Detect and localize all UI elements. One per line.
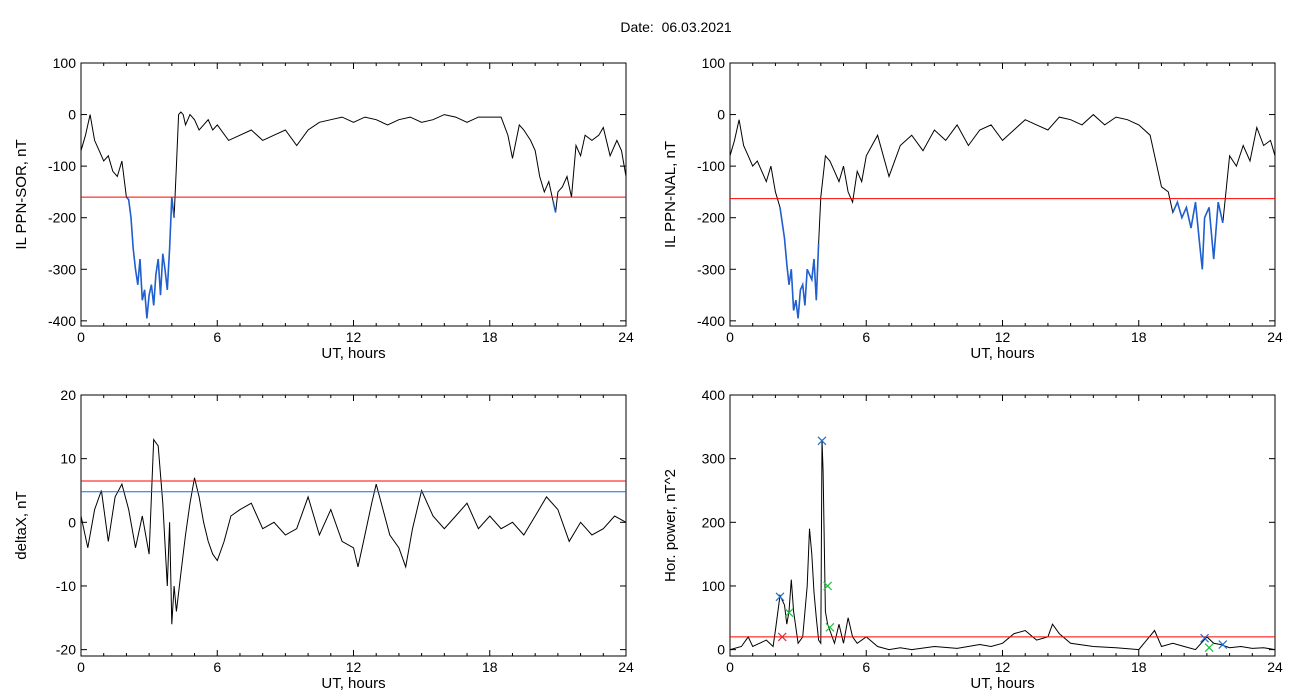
marker-green (784, 608, 794, 618)
plot-area (730, 436, 1275, 653)
plot-frame (729, 394, 1276, 657)
marker-stroke (825, 622, 835, 632)
plot-area (730, 113, 1275, 319)
x-tick-label: 12 (346, 659, 362, 675)
x-tick-label: 12 (346, 329, 362, 345)
date-label: Date: (620, 19, 654, 35)
x-tick-label: 6 (862, 329, 870, 345)
marker-blue (1200, 633, 1210, 643)
chart-hor-power: 0 6 12 18 24 400 300 200 100 0 UT, hours Hor. power… (662, 387, 1283, 692)
y-axis-label: deltaX, nT (13, 491, 30, 559)
marker-stroke (1200, 633, 1210, 643)
x-tick-label: 24 (1267, 329, 1283, 345)
date-value: 06.03.2021 (661, 19, 732, 35)
x-axis-label: UT, hours (970, 345, 1034, 362)
marker-stroke (823, 581, 833, 591)
x-tick-label: 18 (1131, 659, 1147, 675)
highlight-segment (1172, 199, 1224, 270)
y-tick-label: -300 (697, 261, 725, 277)
y-tick-label: -400 (48, 313, 76, 329)
chart-ppn-sor: 0 6 12 18 24 100 0 -100 -200 -300 -400 UT, hours IL … (13, 55, 634, 362)
y-axis-label: IL PPN-SOR, nT (13, 139, 30, 249)
chart-ppn-nal: 0 6 12 18 24 100 0 -100 -200 -300 -400 UT, hours IL … (662, 55, 1283, 362)
marker-stroke (1218, 640, 1228, 649)
plot-area (81, 111, 626, 319)
marker-stroke (1204, 643, 1214, 653)
y-tick-label: 100 (702, 55, 726, 71)
series-line (730, 439, 1275, 651)
series-line (81, 111, 626, 319)
highlight-segment (779, 207, 820, 319)
x-tick-label: 24 (618, 329, 634, 345)
x-tick-label: 6 (862, 659, 870, 675)
marker-blue (817, 436, 827, 446)
x-tick-label: 0 (726, 659, 734, 675)
y-tick-label: 200 (702, 514, 726, 530)
x-tick-label: 24 (618, 659, 634, 675)
plot-area (81, 438, 626, 625)
y-tick-label: -300 (48, 261, 76, 277)
y-tick-label: 400 (702, 387, 726, 403)
x-tick-label: 0 (726, 329, 734, 345)
y-tick-label: 0 (717, 107, 725, 123)
x-axis-label: UT, hours (321, 675, 385, 692)
y-axis-label: Hor. power, nT^2 (662, 469, 679, 582)
marker-red (777, 632, 787, 642)
x-tick-label: 6 (213, 659, 221, 675)
x-tick-label: 12 (995, 659, 1011, 675)
marker-blue (775, 592, 785, 602)
x-tick-label: 24 (1267, 659, 1283, 675)
x-axis-label: UT, hours (321, 345, 385, 362)
marker-stroke (777, 632, 787, 642)
marker-green (823, 581, 833, 591)
y-tick-label: -400 (697, 313, 725, 329)
y-tick-label: 0 (68, 107, 76, 123)
x-tick-label: 18 (482, 329, 498, 345)
highlight-segment (552, 202, 557, 213)
x-tick-label: 18 (1131, 329, 1147, 345)
x-axis-label: UT, hours (970, 675, 1034, 692)
highlight-segment (125, 196, 175, 319)
y-tick-label: 300 (702, 451, 726, 467)
y-tick-label: -100 (697, 158, 725, 174)
marker-green (1204, 643, 1214, 653)
y-tick-label: 100 (53, 55, 77, 71)
y-tick-label: -10 (56, 578, 76, 594)
plot-frame (80, 394, 627, 657)
x-tick-label: 0 (77, 659, 85, 675)
marker-blue (1218, 640, 1228, 649)
marker-green (825, 622, 835, 632)
plot-frame (80, 62, 627, 327)
x-tick-label: 6 (213, 329, 221, 345)
x-tick-label: 0 (77, 329, 85, 345)
y-tick-label: 10 (60, 451, 76, 467)
x-tick-label: 18 (482, 659, 498, 675)
y-tick-label: 0 (717, 642, 725, 658)
y-tick-label: -20 (56, 642, 76, 658)
series-line (81, 438, 626, 625)
y-tick-label: 100 (702, 578, 726, 594)
marker-stroke (784, 608, 794, 618)
y-tick-label: 0 (68, 514, 76, 530)
date-title: Date: 06.03.2021 (0, 19, 1300, 35)
y-tick-label: -200 (697, 210, 725, 226)
y-tick-label: -200 (48, 210, 76, 226)
y-tick-label: -100 (48, 158, 76, 174)
plot-frame (729, 62, 1276, 327)
chart-deltax: 0 6 12 18 24 20 10 0 -10 -20 UT, hours deltaX, nT (13, 387, 634, 692)
marker-stroke (817, 436, 827, 446)
y-axis-label: IL PPN-NAL, nT (662, 141, 679, 248)
y-tick-label: 20 (60, 387, 76, 403)
marker-stroke (775, 592, 785, 602)
x-tick-label: 12 (995, 329, 1011, 345)
